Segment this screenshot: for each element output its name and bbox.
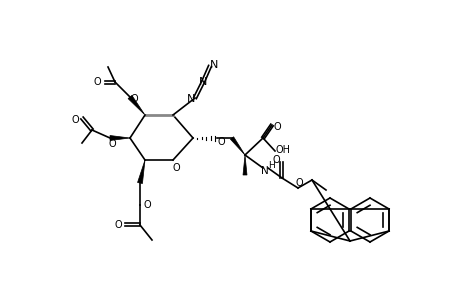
Text: N: N <box>198 77 207 87</box>
Text: O: O <box>93 77 101 87</box>
Text: O: O <box>130 94 138 104</box>
Text: OH: OH <box>275 145 290 155</box>
Text: O: O <box>295 178 302 188</box>
Text: N: N <box>261 166 269 176</box>
Polygon shape <box>128 95 145 115</box>
Text: O: O <box>114 220 122 230</box>
Polygon shape <box>230 137 245 155</box>
Polygon shape <box>137 160 145 184</box>
Polygon shape <box>242 155 246 175</box>
Text: O: O <box>143 200 151 210</box>
Text: N: N <box>186 94 195 104</box>
Text: N: N <box>209 60 218 70</box>
Text: O: O <box>71 115 78 125</box>
Text: O: O <box>273 122 280 132</box>
Polygon shape <box>110 136 130 140</box>
Text: H: H <box>268 160 275 169</box>
Text: O: O <box>217 137 224 147</box>
Text: O: O <box>108 139 116 149</box>
Text: O: O <box>272 155 279 165</box>
Text: O: O <box>172 163 179 173</box>
